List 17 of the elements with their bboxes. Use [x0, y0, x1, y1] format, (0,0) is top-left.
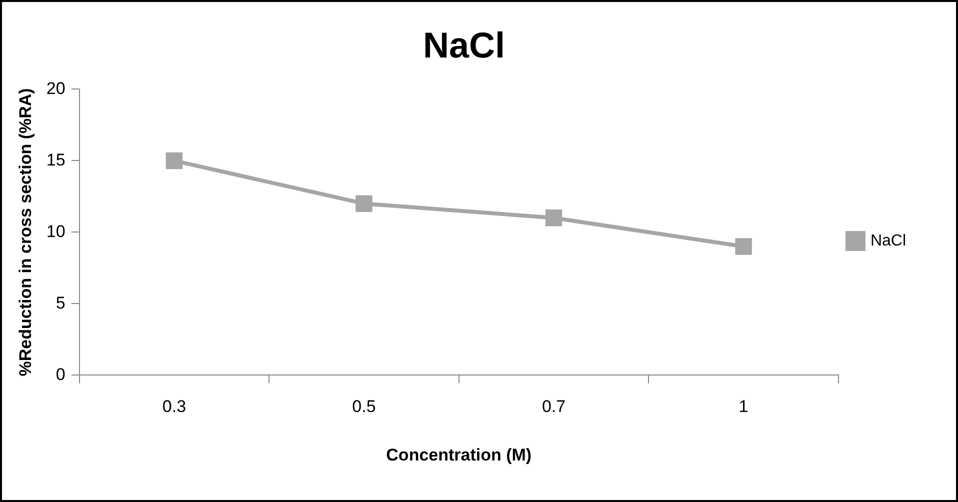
x-axis-title: Concentration (M): [386, 445, 532, 464]
x-tick-label: 0.3: [162, 397, 186, 416]
y-tick-label: 5: [56, 293, 66, 312]
point: [356, 195, 372, 212]
x-tick-label: 0.5: [352, 397, 376, 416]
y-axis-title: %Reduction in cross section (%RA): [16, 88, 35, 376]
x-tick-label: 0.7: [542, 397, 566, 416]
point: [545, 210, 562, 226]
y-tick-label: 0: [56, 364, 66, 384]
y-tick-label: 10: [46, 222, 66, 241]
chart-title: NaCl: [422, 24, 506, 66]
point: [166, 152, 183, 170]
legend-label: NaCl: [870, 232, 906, 250]
point: [735, 238, 752, 255]
y-tick-label: 20: [46, 78, 66, 98]
x-tick-label: 1: [738, 397, 748, 416]
y-tick-label: 15: [46, 150, 66, 170]
